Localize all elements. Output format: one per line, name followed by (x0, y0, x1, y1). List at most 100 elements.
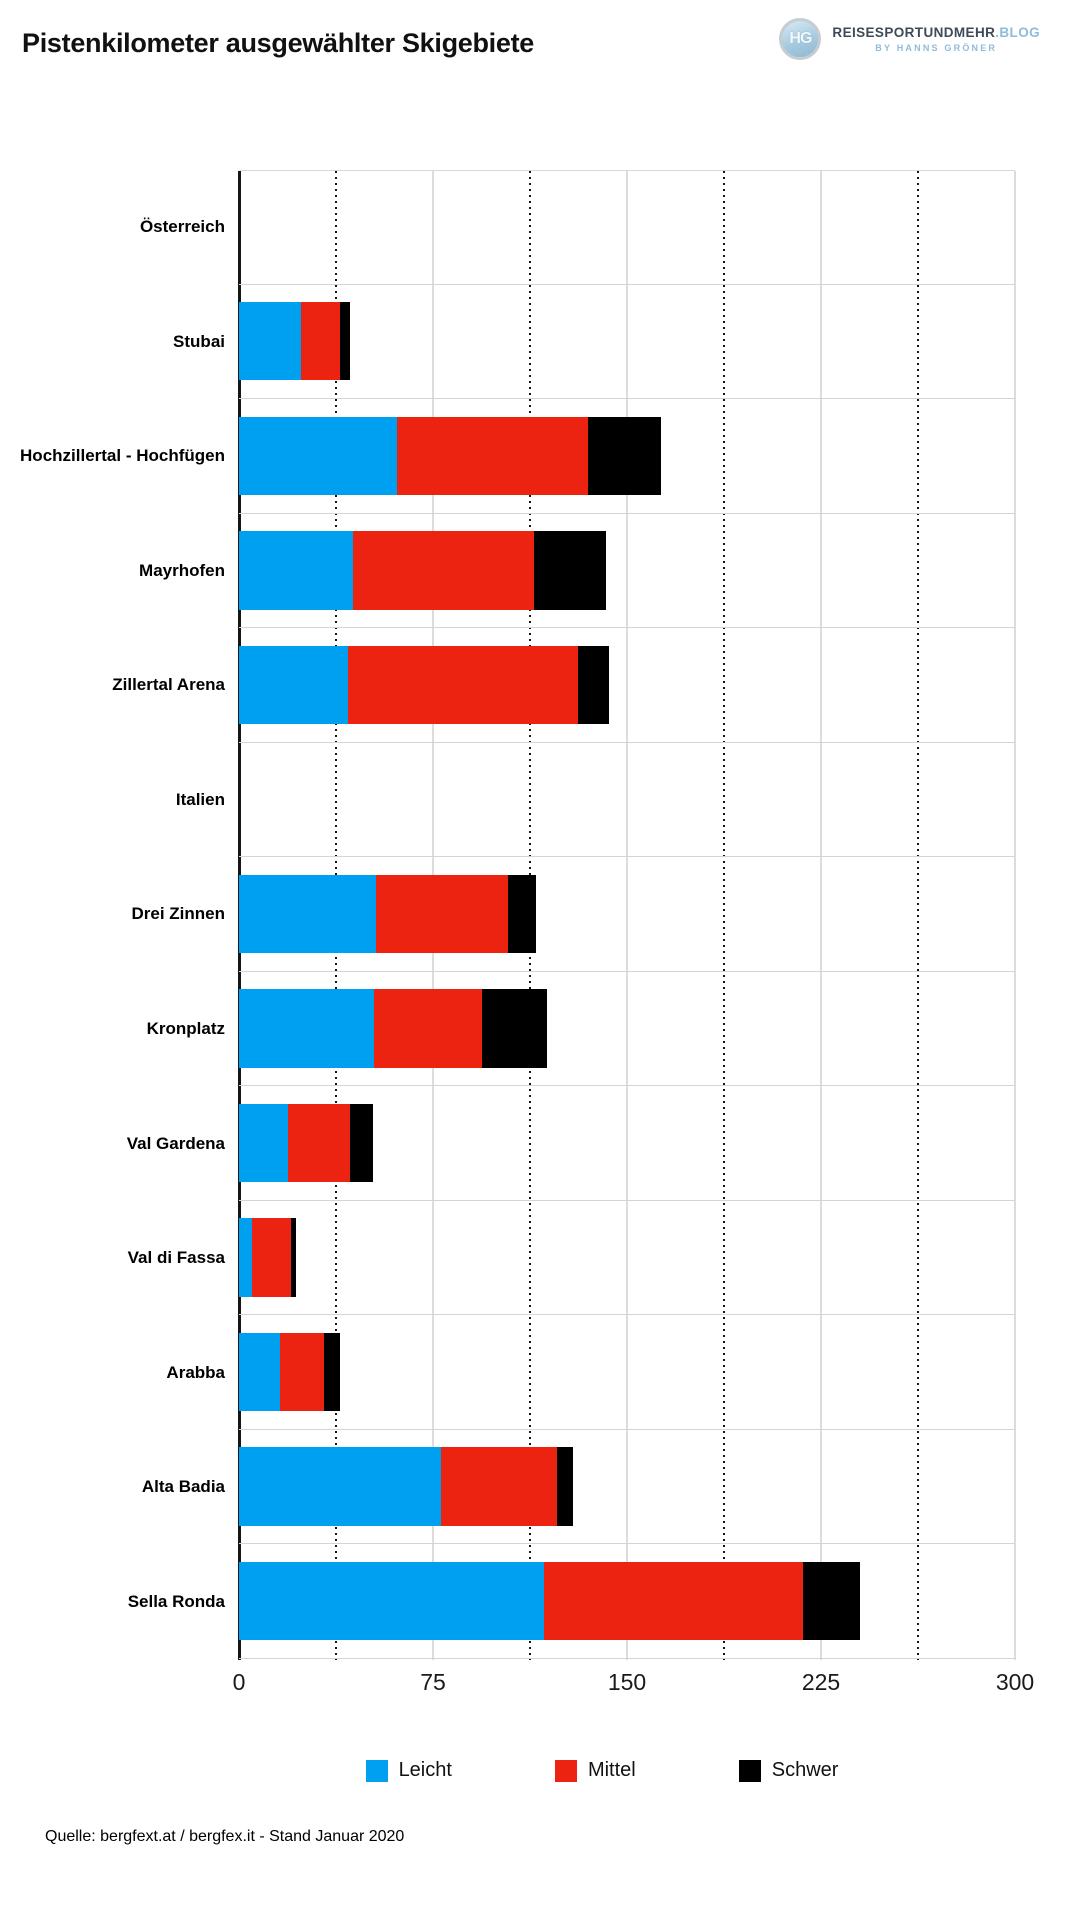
bar-segment-leicht (239, 989, 374, 1068)
bar-segment-schwer (339, 302, 351, 381)
legend-label: Schwer (771, 1759, 839, 1781)
bar-segment-leicht (239, 416, 397, 495)
bar-segment-mittel (396, 416, 589, 495)
row-plot (239, 170, 1015, 285)
x-axis-labels: 0 75 150 225 300 (233, 1659, 1035, 1707)
row-plot (239, 972, 1015, 1087)
logo-brand-name: REISESPORTUNDMEHR (832, 25, 996, 40)
row-plot (239, 1201, 1015, 1316)
chart-rows: Österreich Stubai Hochzillertal - Hochfüge… (0, 170, 1080, 1659)
chart-row: Val di Fassa (0, 1201, 1080, 1316)
category-label: Sella Ronda (127, 1591, 225, 1611)
bar-segment-mittel (347, 645, 578, 725)
bar-segment-leicht (239, 1218, 252, 1297)
bar-segment-mittel (251, 1218, 291, 1297)
chart-row: Zillertal Arena (0, 628, 1080, 743)
bar-segment-schwer (350, 1103, 374, 1183)
row-plot (239, 285, 1015, 400)
grid-major-line (820, 171, 822, 1660)
logo-text: REISESPORTUNDMEHR.BLOG BY HANNS GRÖNER (832, 25, 1040, 53)
bar (239, 302, 1015, 381)
legend-swatch-schwer (738, 1759, 761, 1782)
bar-segment-leicht (239, 1447, 441, 1526)
bar-segment-schwer (290, 1218, 296, 1297)
grid-minor-line (723, 171, 725, 1660)
bar (239, 874, 1015, 954)
row-plot (239, 1086, 1015, 1201)
bar (239, 188, 1015, 266)
bar-segment-leicht (239, 874, 377, 954)
row-plot (239, 1544, 1015, 1659)
bar-segment-schwer (588, 416, 661, 495)
legend-swatch-mittel (554, 1759, 577, 1782)
chart-row: Drei Zinnen (0, 857, 1080, 972)
legend-item-mittel: Mittel (554, 1759, 636, 1782)
x-axis-tick-label: 150 (607, 1669, 647, 1695)
bar-segment-mittel (352, 531, 534, 610)
x-axis-tick-label: 75 (420, 1669, 446, 1695)
bar-segment-schwer (482, 989, 547, 1068)
bar-segment-mittel (440, 1447, 558, 1526)
category-label: Hochzillertal - Hochfügen (20, 446, 225, 466)
grid-major-line (626, 171, 628, 1660)
bar-segment-mittel (288, 1103, 351, 1183)
bar-segment-schwer (577, 645, 609, 725)
chart-row: Kronplatz (0, 972, 1080, 1087)
bar (239, 989, 1015, 1068)
category-label: Val di Fassa (127, 1248, 225, 1268)
category-label: Alta Badia (141, 1477, 225, 1497)
logo-tagline: BY HANNS GRÖNER (875, 43, 998, 53)
hg-monogram-icon: HG (779, 18, 822, 60)
bar (239, 1332, 1015, 1412)
chart-row: Hochzillertal - Hochfügen (0, 399, 1080, 514)
bar (239, 416, 1015, 495)
category-label: Zillertal Arena (112, 675, 225, 695)
bar (239, 531, 1015, 610)
chart-row: Val Gardena (0, 1086, 1080, 1201)
source-note: Quelle: bergfext.at / bergfex.it - Stand… (45, 1828, 405, 1845)
chart-row: Österreich (0, 170, 1080, 285)
category-label: Österreich (139, 217, 225, 237)
grid-minor-line (917, 171, 919, 1660)
chart-row: Arabba (0, 1315, 1080, 1430)
chart-row: Alta Badia (0, 1430, 1080, 1545)
row-plot (239, 514, 1015, 629)
category-label: Arabba (166, 1362, 225, 1382)
grid-major-line (1014, 171, 1016, 1660)
chart-row: Italien (0, 743, 1080, 858)
bar-segment-leicht (239, 302, 302, 381)
bar-segment-mittel (301, 302, 340, 381)
bar-segment-schwer (802, 1561, 860, 1641)
category-label: Stubai (173, 331, 225, 351)
bar (239, 645, 1015, 725)
row-plot (239, 1430, 1015, 1545)
bar-segment-leicht (239, 531, 353, 610)
row-plot (239, 857, 1015, 972)
page-title: Pistenkilometer ausgewählter Skigebiete (22, 28, 534, 58)
bar-segment-schwer (557, 1447, 573, 1526)
bar-segment-leicht (239, 1103, 289, 1183)
bar-segment-mittel (544, 1561, 803, 1641)
bar-segment-leicht (239, 1561, 545, 1641)
bar (239, 1103, 1015, 1183)
row-plot (239, 399, 1015, 514)
legend: Leicht Mittel Schwer (62, 1759, 1080, 1782)
row-plot (239, 1315, 1015, 1430)
category-label: Val Gardena (126, 1133, 225, 1153)
bar-segment-mittel (373, 989, 483, 1068)
legend-item-leicht: Leicht (365, 1759, 452, 1782)
x-axis-tick-label: 225 (801, 1669, 841, 1695)
category-label: Italien (175, 789, 225, 809)
x-axis-tick-label: 300 (995, 1669, 1035, 1695)
bar-segment-schwer (507, 874, 537, 954)
legend-swatch-leicht (365, 1759, 388, 1782)
bar-segment-leicht (239, 1332, 281, 1412)
header: Pistenkilometer ausgewählter Skigebiete … (0, 0, 1080, 170)
logo-brand-suffix: .BLOG (995, 25, 1040, 40)
bar-segment-schwer (533, 531, 607, 610)
legend-label: Mittel (587, 1759, 636, 1781)
blog-logo: HG REISESPORTUNDMEHR.BLOG BY HANNS GRÖNE… (779, 18, 1040, 60)
bar-segment-leicht (239, 645, 348, 725)
bar-segment-mittel (280, 1332, 325, 1412)
bar (239, 760, 1015, 838)
